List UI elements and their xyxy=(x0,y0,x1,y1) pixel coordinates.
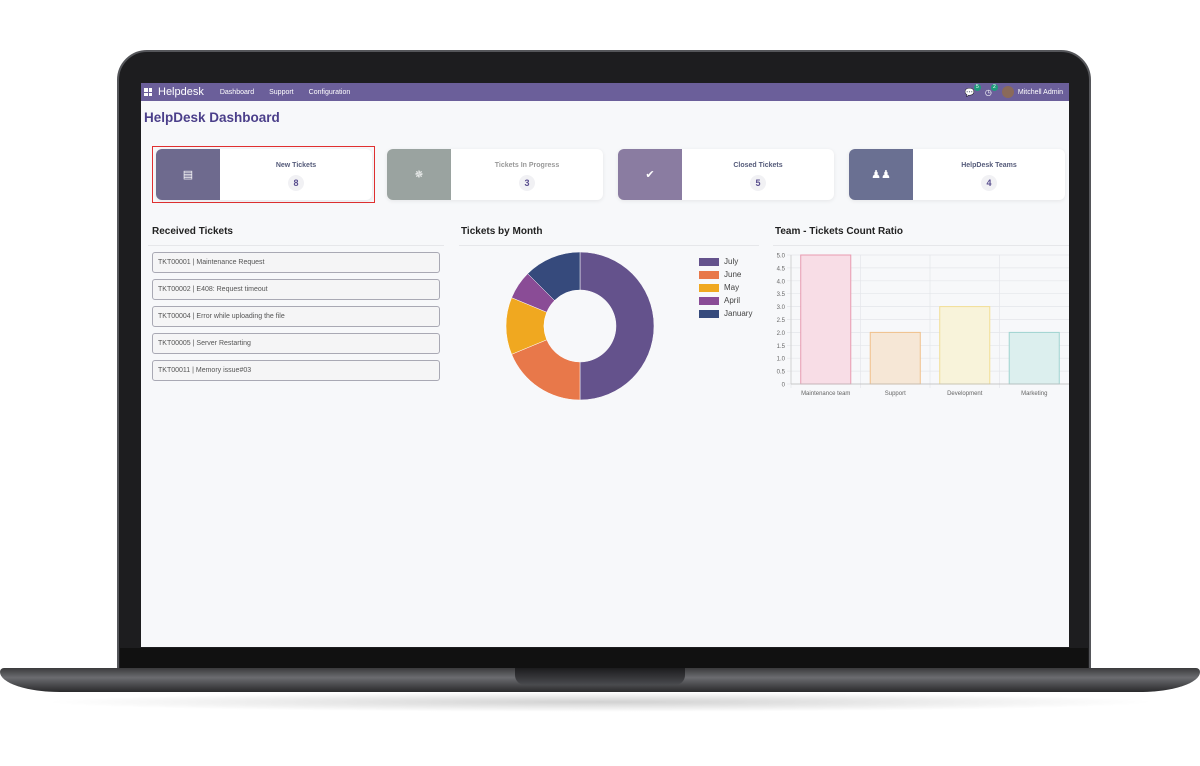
legend-swatch xyxy=(699,309,719,318)
user-menu[interactable]: Mitchell Admin xyxy=(1001,86,1063,98)
card-value: 8 xyxy=(288,175,304,191)
card-closed-tickets[interactable]: ✔ Closed Tickets 5 xyxy=(618,149,834,200)
x-tick-label: Marketing xyxy=(1021,391,1047,397)
divider xyxy=(459,245,759,246)
card-value: 4 xyxy=(981,175,997,191)
y-tick-label: 4.5 xyxy=(777,266,786,272)
donut-legend: July June May April January xyxy=(699,255,752,320)
bar-support[interactable] xyxy=(869,331,921,385)
laptop-notch xyxy=(515,668,685,685)
brand[interactable]: Helpdesk xyxy=(158,86,204,98)
legend-label: January xyxy=(724,309,753,318)
legend-swatch xyxy=(699,296,719,305)
y-tick-label: 2.5 xyxy=(777,318,786,324)
y-tick-label: 0 xyxy=(782,383,786,389)
y-tick-label: 3.0 xyxy=(777,305,786,311)
app-screen: Helpdesk Dashboard Support Configuration… xyxy=(141,83,1069,647)
page-title: HelpDesk Dashboard xyxy=(144,110,280,125)
legend-swatch xyxy=(699,283,719,292)
y-tick-label: 5.0 xyxy=(777,254,786,260)
bar-marketing[interactable] xyxy=(1008,331,1060,385)
y-tick-label: 4.0 xyxy=(777,279,786,285)
activity-badge: 2 xyxy=(990,83,998,91)
ticket-item[interactable]: TKT00005 | Server Restarting xyxy=(152,333,440,354)
x-tick-label: Support xyxy=(885,391,906,397)
card-new-tickets[interactable]: ▤ New Tickets 8 xyxy=(156,149,372,200)
y-tick-label: 0.5 xyxy=(777,370,786,376)
y-tick-label: 3.5 xyxy=(777,292,786,298)
menu-dashboard[interactable]: Dashboard xyxy=(219,88,255,96)
team-ratio-title: Team - Tickets Count Ratio xyxy=(775,226,903,237)
y-tick-label: 2.0 xyxy=(777,331,786,337)
card-label: Closed Tickets xyxy=(733,162,783,169)
x-tick-label: Maintenance team xyxy=(801,391,850,397)
card-label: New Tickets xyxy=(275,162,317,169)
messages-badge: 5 xyxy=(973,83,981,91)
menu-configuration[interactable]: Configuration xyxy=(308,88,351,96)
card-helpdesk-teams[interactable]: ♟♟ HelpDesk Teams 4 xyxy=(849,149,1065,200)
messages-icon[interactable]: 💬 5 xyxy=(965,83,981,97)
check-icon: ✔ xyxy=(618,149,682,200)
divider xyxy=(773,245,1069,246)
card-value: 3 xyxy=(519,175,535,191)
bar-chart: 0 0.5 1.0 1.5 2.0 2.5 3.0 3.5 4.0 4.5 5.0 Maintenan… xyxy=(777,254,1069,397)
legend-item[interactable]: January xyxy=(699,307,752,320)
laptop-chin xyxy=(120,648,1088,670)
legend-label: May xyxy=(724,283,740,292)
donut-slice-july[interactable] xyxy=(579,251,655,401)
ticket-item[interactable]: TKT00011 | Memory issue#03 xyxy=(152,360,440,381)
x-tick-label: Development xyxy=(947,391,983,397)
avatar xyxy=(1001,86,1014,98)
legend-label: April xyxy=(724,296,741,305)
ticket-item[interactable]: TKT00004 | Error while uploading the fil… xyxy=(152,306,440,327)
selection-highlight xyxy=(152,146,375,203)
activity-icon[interactable]: ◷ 2 xyxy=(985,83,998,97)
received-tickets-title: Received Tickets xyxy=(152,226,233,237)
ticket-item[interactable]: TKT00001 | Maintenance Request xyxy=(152,252,440,273)
y-tick-label: 1.0 xyxy=(777,357,786,363)
legend-label: July xyxy=(724,257,739,266)
spinner-icon: ✵ xyxy=(387,149,451,200)
legend-swatch xyxy=(699,270,719,279)
legend-item[interactable]: April xyxy=(699,294,752,307)
ticket-item[interactable]: TKT00002 | E408: Request timeout xyxy=(152,279,440,300)
laptop-shadow xyxy=(40,692,1160,712)
y-tick-label: 1.5 xyxy=(777,344,786,350)
tickets-by-month-title: Tickets by Month xyxy=(461,226,543,237)
users-icon: ♟♟ xyxy=(849,149,913,200)
legend-swatch xyxy=(699,257,719,266)
menu-support[interactable]: Support xyxy=(269,88,294,96)
legend-item[interactable]: June xyxy=(699,268,752,281)
navbar: Helpdesk Dashboard Support Configuration… xyxy=(141,83,1069,101)
legend-item[interactable]: May xyxy=(699,281,752,294)
legend-item[interactable]: July xyxy=(699,255,752,268)
user-name: Mitchell Admin xyxy=(1017,88,1063,96)
card-tickets-in-progress[interactable]: ✵ Tickets In Progress 3 xyxy=(387,149,603,200)
bar-development[interactable] xyxy=(939,306,991,385)
donut-chart xyxy=(505,251,655,401)
legend-label: June xyxy=(724,270,742,279)
card-label: HelpDesk Teams xyxy=(961,162,1017,169)
apps-menu-icon[interactable] xyxy=(144,88,152,96)
divider xyxy=(148,245,444,246)
inbox-icon: ▤ xyxy=(156,149,220,200)
bar-maintenance-team[interactable] xyxy=(800,254,852,385)
card-label: Tickets In Progress xyxy=(494,162,560,169)
card-value: 5 xyxy=(750,175,766,191)
donut-slice-january[interactable] xyxy=(527,251,581,301)
